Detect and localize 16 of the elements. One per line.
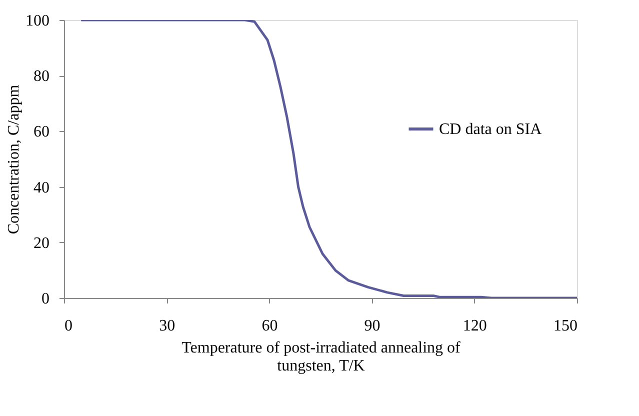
y-tick-label: 60 [34, 124, 50, 141]
x-tick-label: 150 [554, 318, 578, 334]
y-tick-label: 40 [34, 179, 50, 196]
y-axis-title: Concentration, C/appm [6, 84, 22, 234]
x-tick-label: 30 [159, 318, 176, 334]
x-axis-title: Temperature of post-irradiated annealing of tungsten, T/K [182, 340, 462, 374]
legend-label: CD data on SIA [439, 121, 542, 138]
y-tick-label: 0 [42, 290, 50, 308]
y-tick-label: 80 [34, 68, 50, 86]
y-tick-label: 20 [34, 234, 50, 252]
x-tick-label: 90 [364, 318, 380, 334]
x-tick-label: 0 [64, 318, 72, 334]
x-tick-label: 120 [462, 318, 487, 334]
line-series [80, 20, 577, 298]
y-tick-label: 100 [26, 12, 50, 30]
x-tick-label: 60 [262, 318, 278, 334]
